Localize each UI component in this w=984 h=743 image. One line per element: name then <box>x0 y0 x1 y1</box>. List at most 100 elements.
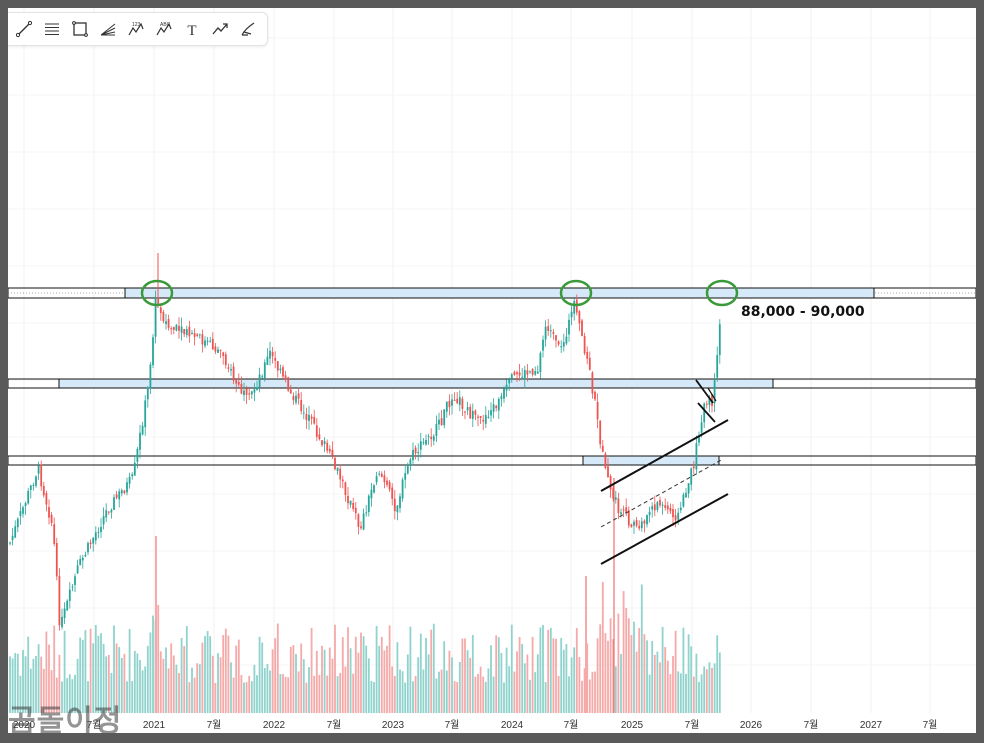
channel-mid-line[interactable] <box>600 458 724 528</box>
candle-body <box>191 332 193 335</box>
volume-bar <box>552 638 555 713</box>
volume-bar <box>633 621 635 713</box>
volume-bar <box>373 682 375 713</box>
zone-mid-highlight[interactable] <box>58 378 774 389</box>
candle-body <box>357 514 360 527</box>
candle-body <box>206 340 209 342</box>
candle-body <box>302 412 305 414</box>
candle-body <box>328 448 331 452</box>
volume-bar <box>458 661 461 713</box>
volume-bar <box>562 649 565 713</box>
wave-abc-tool[interactable]: ABC <box>152 17 176 41</box>
x-tick-label: 2020 <box>13 720 36 731</box>
fib-fan-tool[interactable] <box>96 17 120 41</box>
price-chart[interactable]: 88,000 - 90,000 2020 7월 2021 7월 2022 7월 2023 7월… <box>8 8 976 733</box>
x-tick-label: 7월 <box>804 719 819 731</box>
volume-bar <box>617 613 620 713</box>
volume-bar <box>544 682 547 713</box>
channel-lower-line[interactable] <box>600 493 729 565</box>
forecast-tool[interactable] <box>208 17 232 41</box>
volume-bar <box>120 657 123 713</box>
candle-body <box>435 423 438 436</box>
volume-bar <box>682 627 685 713</box>
peak-circle-2025[interactable] <box>705 279 739 307</box>
text-tool[interactable]: T <box>180 17 204 41</box>
volume-bar <box>107 654 110 713</box>
flag-line-2[interactable] <box>697 402 716 423</box>
trend-line-tool[interactable] <box>12 17 36 41</box>
volume-bar <box>380 636 383 713</box>
candle-body <box>261 376 264 378</box>
candle-body <box>198 334 201 336</box>
volume-bar <box>471 634 474 713</box>
candle-body <box>232 366 235 381</box>
candle-body <box>289 389 292 394</box>
volume-bar <box>500 652 503 713</box>
candle-body <box>71 586 74 588</box>
volume-bar <box>393 675 396 713</box>
volume-bar <box>443 641 446 713</box>
candle-body <box>682 494 685 507</box>
candle-body <box>479 415 482 418</box>
volume-bar <box>24 656 27 713</box>
candle-body <box>583 336 586 354</box>
volume-bar <box>336 676 339 713</box>
volume-bar <box>282 674 284 713</box>
candle-body <box>102 516 105 525</box>
volume-bar <box>198 664 201 713</box>
volume-bar <box>105 656 108 713</box>
candle-body <box>383 475 386 483</box>
candle-body <box>432 436 435 441</box>
channel-upper-line[interactable] <box>600 419 729 492</box>
volume-bar <box>539 627 542 713</box>
volume-bar <box>653 654 656 713</box>
candle-body <box>42 485 45 496</box>
x-tick-label: 2024 <box>501 720 524 731</box>
candle-body <box>705 403 708 405</box>
candle-body <box>370 489 373 499</box>
volume-bar <box>53 625 56 713</box>
volume-bar <box>503 682 505 713</box>
candle-body <box>292 395 295 401</box>
volume-bar <box>206 631 209 713</box>
volume-bar <box>560 638 563 713</box>
candle-body <box>646 515 648 525</box>
volume-bar <box>347 627 349 713</box>
volume-bar <box>409 626 412 713</box>
volume-bar <box>9 656 11 713</box>
volume-bar <box>115 643 118 713</box>
peak-circle-2021[interactable] <box>140 279 174 307</box>
volume-bar <box>162 658 165 713</box>
volume-bar <box>128 628 131 713</box>
volume-bar <box>100 633 102 713</box>
svg-text:T: T <box>187 23 196 38</box>
volume-bar <box>685 673 687 713</box>
parallel-lines-tool[interactable] <box>40 17 64 41</box>
volume-bar <box>11 658 14 713</box>
candle-body <box>609 475 612 490</box>
volume-bar <box>118 647 121 713</box>
volume-bar <box>518 637 521 713</box>
flag-line-3[interactable] <box>707 387 717 402</box>
zone-top-highlight[interactable] <box>124 287 875 299</box>
fib-fan-icon <box>100 23 116 36</box>
forecast-icon <box>212 23 228 35</box>
candle-body <box>19 511 22 516</box>
volume-bar <box>297 671 300 713</box>
rectangle-tool[interactable] <box>68 17 92 41</box>
volume-bar <box>331 658 334 713</box>
candle-body <box>339 468 342 480</box>
volume-bar <box>230 662 232 713</box>
candle-body <box>542 339 544 351</box>
brush-tool[interactable] <box>236 17 260 41</box>
candle-body <box>464 411 466 413</box>
svg-text:ABC: ABC <box>160 22 171 28</box>
zone-low-outline[interactable] <box>8 455 976 466</box>
zone-low-highlight[interactable] <box>582 455 720 466</box>
volume-bar <box>149 632 152 713</box>
peak-circle-2024[interactable] <box>559 279 593 307</box>
candle-body <box>409 459 412 465</box>
wave-123-tool[interactable]: 123 <box>124 17 148 41</box>
volume-bar <box>167 668 170 713</box>
flag-line-1[interactable] <box>695 379 714 404</box>
